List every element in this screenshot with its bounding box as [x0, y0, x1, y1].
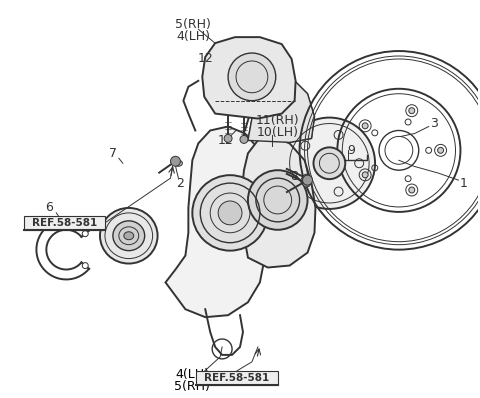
Circle shape — [302, 179, 311, 187]
Ellipse shape — [100, 208, 157, 263]
Polygon shape — [248, 81, 314, 142]
Text: 2: 2 — [177, 177, 184, 189]
Text: 10(LH): 10(LH) — [257, 126, 299, 139]
Circle shape — [302, 175, 312, 185]
Text: 12: 12 — [217, 134, 233, 147]
Text: REF.58-581: REF.58-581 — [32, 218, 97, 228]
Text: 8: 8 — [290, 170, 299, 183]
Ellipse shape — [124, 232, 134, 240]
Text: 4(LH): 4(LH) — [176, 29, 210, 43]
FancyBboxPatch shape — [196, 371, 278, 385]
Text: 9: 9 — [348, 144, 355, 157]
Text: 11(RH): 11(RH) — [256, 114, 300, 127]
Ellipse shape — [174, 160, 182, 166]
Circle shape — [224, 135, 232, 142]
Text: 5(RH): 5(RH) — [174, 380, 210, 393]
Polygon shape — [242, 137, 315, 267]
Circle shape — [170, 156, 180, 166]
Circle shape — [192, 175, 268, 251]
Circle shape — [82, 231, 88, 237]
Circle shape — [300, 51, 480, 250]
Polygon shape — [166, 127, 270, 317]
Circle shape — [240, 135, 248, 143]
Circle shape — [362, 172, 368, 178]
Circle shape — [302, 174, 311, 182]
Circle shape — [82, 263, 88, 269]
Text: 12: 12 — [197, 53, 213, 66]
Circle shape — [438, 147, 444, 153]
Text: 1: 1 — [459, 177, 468, 189]
Text: 4(LH): 4(LH) — [175, 368, 209, 381]
Text: 6: 6 — [46, 201, 53, 215]
Circle shape — [409, 187, 415, 193]
Text: REF.58-581: REF.58-581 — [204, 373, 270, 383]
Text: 7: 7 — [109, 147, 117, 160]
Circle shape — [218, 201, 242, 225]
Polygon shape — [202, 37, 296, 119]
FancyBboxPatch shape — [24, 216, 105, 230]
Circle shape — [409, 108, 415, 114]
Text: 5(RH): 5(RH) — [175, 18, 211, 31]
Circle shape — [248, 170, 308, 230]
Ellipse shape — [113, 221, 144, 251]
Circle shape — [362, 123, 368, 129]
Text: 3: 3 — [430, 117, 438, 130]
Circle shape — [284, 117, 375, 209]
Circle shape — [313, 147, 345, 179]
Circle shape — [228, 53, 276, 101]
